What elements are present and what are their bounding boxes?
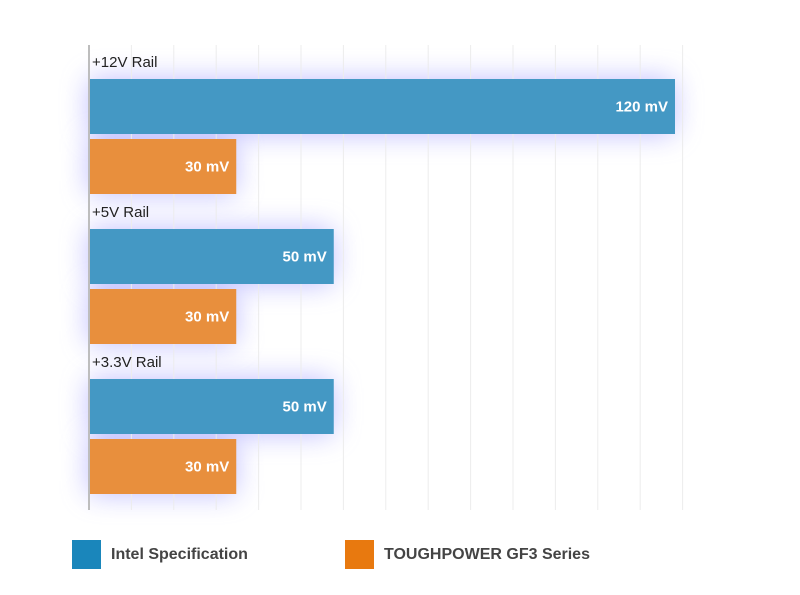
bar <box>90 139 237 194</box>
bar-value-label: 30 mV <box>185 459 229 476</box>
bar-value-label: 30 mV <box>185 159 229 176</box>
bar <box>90 289 237 344</box>
legend-label-toughpower: TOUGHPOWER GF3 Series <box>384 545 590 563</box>
bar-value-label: 30 mV <box>185 309 229 326</box>
category-label: +3.3V Rail <box>92 354 162 371</box>
bar <box>90 79 675 134</box>
bar <box>90 439 237 494</box>
bar <box>90 229 334 284</box>
bar-value-label: 50 mV <box>283 249 327 266</box>
bar-value-label: 120 mV <box>615 99 668 116</box>
legend-swatch-toughpower <box>345 540 374 569</box>
bar <box>90 379 334 434</box>
category-labels: +12V Rail +5V Rail +3.3V Rail <box>92 54 162 371</box>
category-label: +5V Rail <box>92 204 149 221</box>
bars: 120 mV 30 mV 50 mV 30 mV 50 mV 30 mV <box>90 79 675 494</box>
legend-item-toughpower: TOUGHPOWER GF3 Series <box>345 540 590 569</box>
bar-value-label: 50 mV <box>283 399 327 416</box>
legend-item-intel: Intel Specification <box>72 540 248 569</box>
legend-swatch-intel <box>72 540 101 569</box>
category-label: +12V Rail <box>92 54 157 71</box>
legend-label-intel: Intel Specification <box>111 545 248 563</box>
